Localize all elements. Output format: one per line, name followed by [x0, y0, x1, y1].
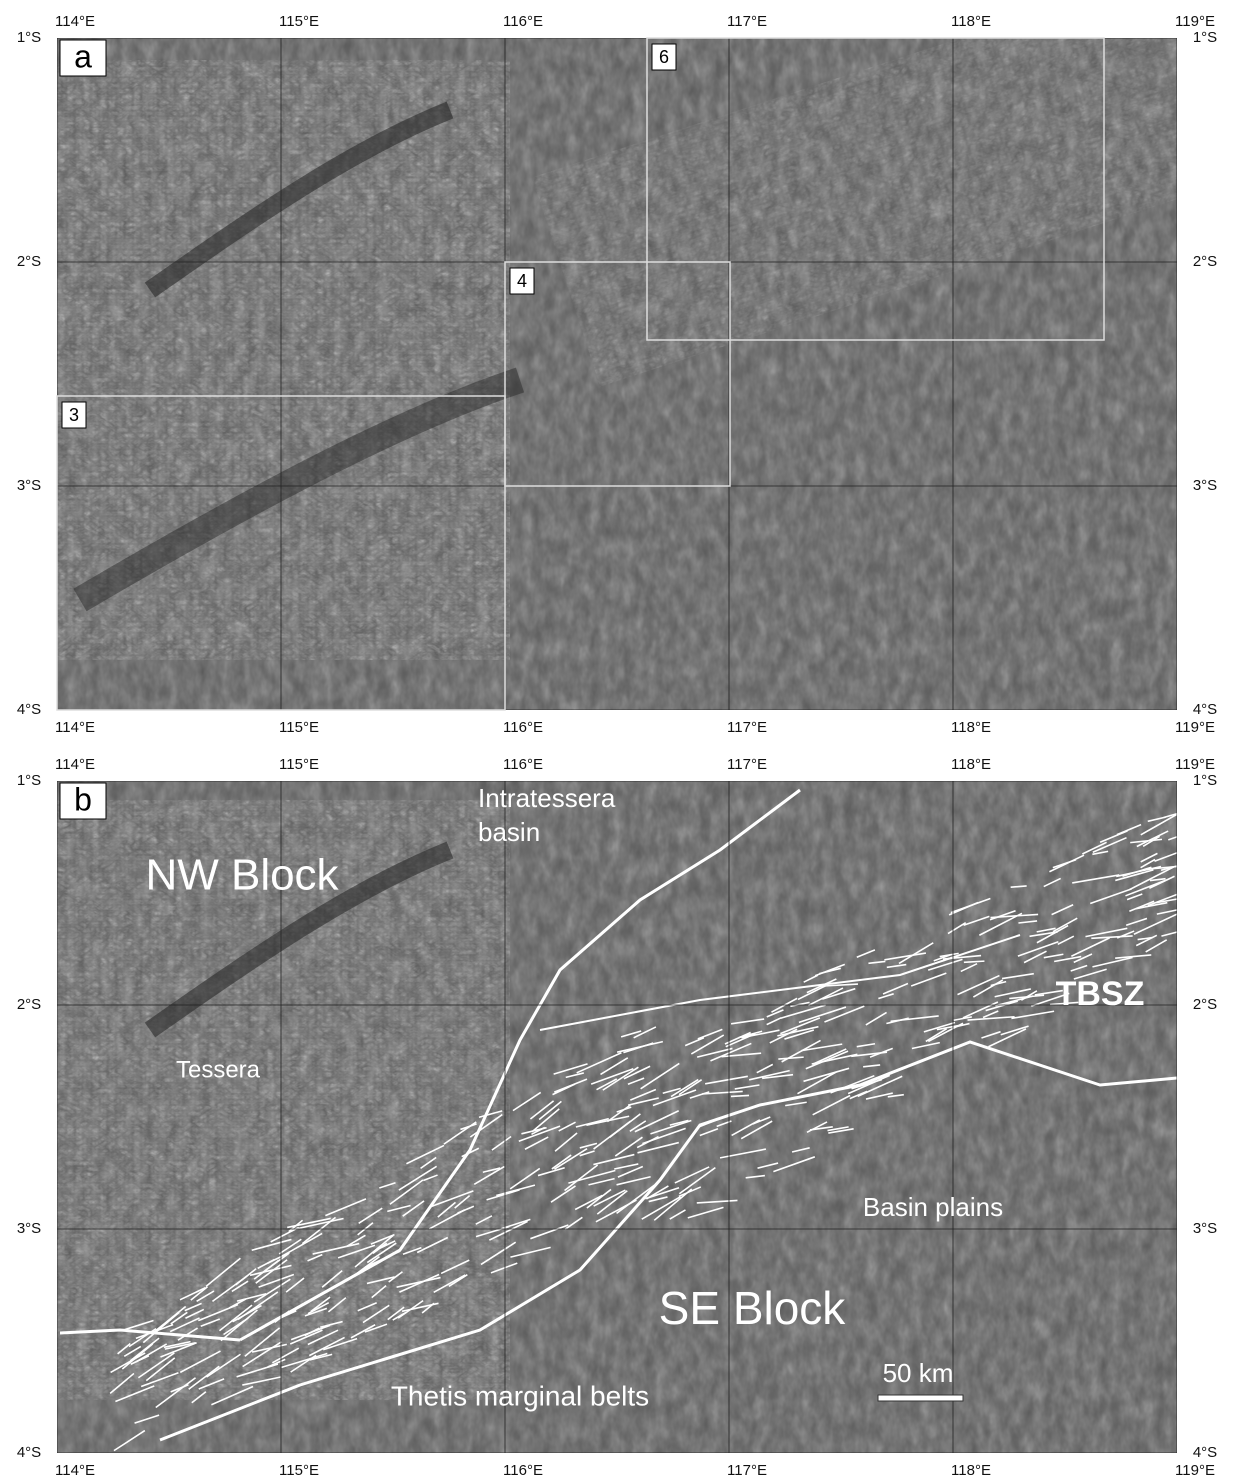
lon-label: 119°E: [1175, 13, 1215, 30]
scale-bar-label: 50 km: [883, 1358, 954, 1388]
box-label: 6: [659, 47, 669, 67]
annotation: NW Block: [145, 851, 339, 900]
lat-label: 1°S: [1193, 772, 1217, 789]
lat-label: 3°S: [17, 1220, 41, 1237]
lon-label: 119°E: [1175, 719, 1215, 736]
lon-label: 118°E: [951, 1462, 991, 1479]
lon-label: 114°E: [55, 13, 95, 30]
lon-label: 114°E: [55, 1462, 95, 1479]
lon-label: 114°E: [55, 756, 95, 773]
annotation: Intratessera: [478, 783, 616, 813]
lon-label: 118°E: [951, 719, 991, 736]
lon-label: 117°E: [727, 13, 767, 30]
lat-label: 1°S: [17, 772, 41, 789]
lon-label: 119°E: [1175, 1462, 1215, 1479]
lat-label: 4°S: [17, 1444, 41, 1461]
lat-label: 4°S: [1193, 1444, 1217, 1461]
lat-label: 3°S: [17, 477, 41, 494]
lon-label: 117°E: [727, 719, 767, 736]
lat-label: 1°S: [1193, 29, 1217, 46]
lon-label: 115°E: [279, 1462, 319, 1479]
figure: 114°E 114°E 115°E 115°E 116°E 116°E 117°E 117°E…: [0, 0, 1233, 1481]
lon-label: 119°E: [1175, 756, 1215, 773]
panel-label: b: [74, 781, 92, 817]
lon-label: 116°E: [503, 719, 543, 736]
lat-label: 2°S: [17, 253, 41, 270]
fault-trace: [731, 1095, 749, 1096]
lon-label: 115°E: [279, 756, 319, 773]
lat-label: 2°S: [1193, 996, 1217, 1013]
lat-label: 4°S: [17, 701, 41, 718]
lon-label: 115°E: [279, 13, 319, 30]
panel-label: a: [74, 38, 92, 74]
box-label: 4: [517, 271, 527, 291]
lat-label: 1°S: [17, 29, 41, 46]
lon-label: 116°E: [503, 13, 543, 30]
lon-label: 115°E: [279, 719, 319, 736]
annotation: Thetis marginal belts: [391, 1380, 649, 1411]
lon-label: 116°E: [503, 756, 543, 773]
annotation: Tessera: [176, 1056, 261, 1083]
annotation: basin: [478, 817, 540, 847]
radar-image: [30, 0, 1228, 710]
annotation: SE Block: [659, 1282, 847, 1334]
lon-label: 116°E: [503, 1462, 543, 1479]
annotation: TBSZ: [1056, 975, 1145, 1013]
box-label: 3: [69, 405, 79, 425]
annotation: Basin plains: [863, 1192, 1003, 1222]
lon-label: 118°E: [951, 13, 991, 30]
lat-label: 3°S: [1193, 1220, 1217, 1237]
lon-label: 117°E: [727, 1462, 767, 1479]
lat-label: 3°S: [1193, 477, 1217, 494]
lat-label: 4°S: [1193, 701, 1217, 718]
scale-bar: [878, 1395, 963, 1401]
lat-label: 2°S: [17, 996, 41, 1013]
lon-label: 118°E: [951, 756, 991, 773]
lon-label: 117°E: [727, 756, 767, 773]
lat-label: 2°S: [1193, 253, 1217, 270]
lon-label: 114°E: [55, 719, 95, 736]
